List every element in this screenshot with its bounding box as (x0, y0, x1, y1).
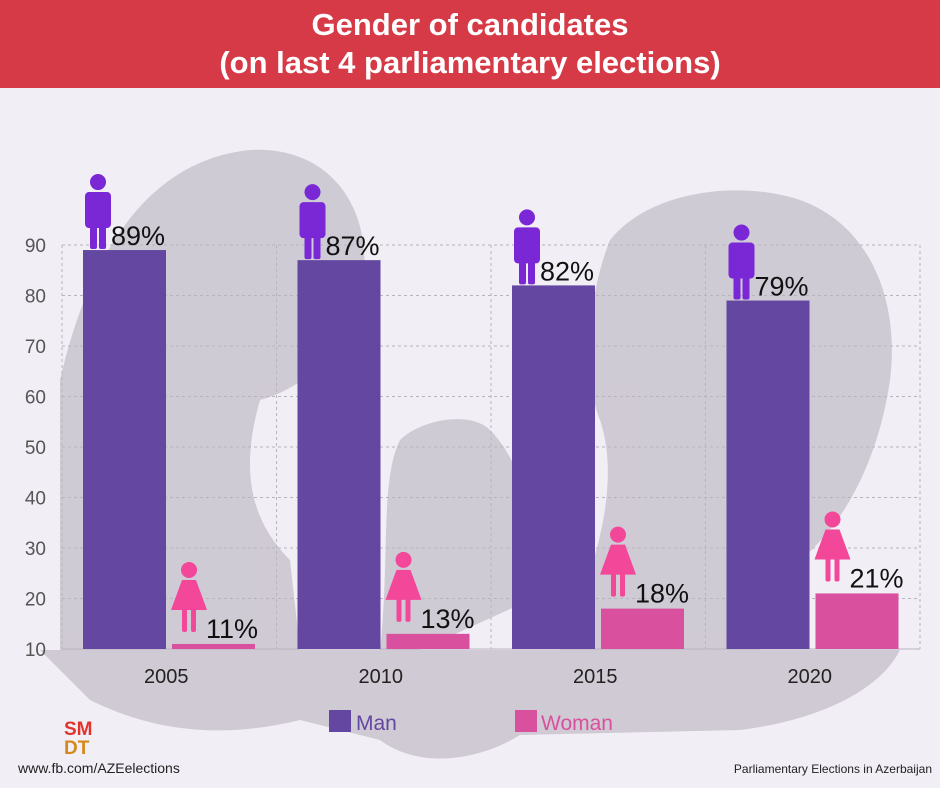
bar-woman-2010 (386, 633, 470, 649)
woman-icon (171, 561, 207, 632)
chart-title-line2: (on last 4 parliamentary elections) (219, 45, 721, 80)
data-label-woman-2015: 18% (635, 579, 689, 609)
y-tick-label: 40 (25, 489, 46, 510)
data-labels: 89% 11% 87% 13% 82% 18% 79% 21% (111, 221, 904, 644)
footer-caption: Parliamentary Elections in Azerbaijan (733, 762, 932, 776)
man-icon (514, 209, 540, 285)
data-label-woman-2010: 13% (421, 604, 475, 634)
y-tick-label: 10 (25, 640, 46, 661)
logo-line2: DT (64, 738, 90, 759)
data-label-woman-2020: 21% (850, 563, 904, 593)
y-tick-label: 20 (25, 590, 46, 611)
bar-man-2010 (297, 260, 381, 649)
x-tick-label: 2015 (573, 666, 618, 688)
legend-label-man: Man (356, 712, 397, 735)
legend-swatch-man (329, 710, 351, 732)
x-tick-label: 2005 (144, 666, 189, 688)
y-tick-label: 60 (25, 388, 46, 409)
bar-man-2005 (83, 250, 166, 650)
smdt-logo: SM DT (64, 720, 100, 760)
man-icon (85, 174, 111, 250)
y-tick-label: 70 (25, 337, 46, 358)
chart-title-line1: Gender of candidates (311, 7, 629, 42)
y-tick-label: 80 (25, 287, 46, 308)
legend-label-woman: Woman (541, 712, 613, 735)
title-banner: Gender of candidates (on last 4 parliame… (0, 0, 940, 88)
bar-woman-2020 (815, 593, 899, 649)
data-label-man-2010: 87% (326, 231, 380, 261)
legend-swatch-woman (515, 710, 537, 732)
y-tick-label: 90 (25, 236, 46, 257)
footer-link[interactable]: www.fb.com/AZEelections (18, 760, 180, 776)
data-label-woman-2005: 11% (206, 614, 258, 644)
data-label-man-2020: 79% (755, 272, 809, 302)
man-icon (299, 184, 326, 260)
x-tick-label: 2010 (359, 666, 404, 688)
y-tick-label: 30 (25, 539, 46, 560)
man-icon (728, 224, 755, 300)
woman-icon (814, 511, 851, 582)
woman-icon (600, 526, 636, 597)
bar-woman-2005 (172, 643, 255, 649)
y-axis-ticks: 10 20 30 40 50 60 70 80 90 (25, 236, 46, 661)
data-label-man-2015: 82% (540, 256, 594, 286)
bar-man-2015 (512, 285, 595, 649)
legend: Man Woman (329, 710, 613, 735)
bar-woman-2015 (601, 608, 684, 649)
bar-man-2020 (726, 300, 810, 649)
x-axis-labels: 2005 2010 2015 2020 (144, 666, 832, 688)
logo-line1: SM (64, 719, 93, 740)
x-tick-label: 2020 (788, 666, 833, 688)
y-tick-label: 50 (25, 438, 46, 459)
bars (83, 250, 899, 650)
woman-icon (385, 551, 422, 622)
data-label-man-2005: 89% (111, 221, 165, 251)
person-icons (85, 174, 851, 632)
